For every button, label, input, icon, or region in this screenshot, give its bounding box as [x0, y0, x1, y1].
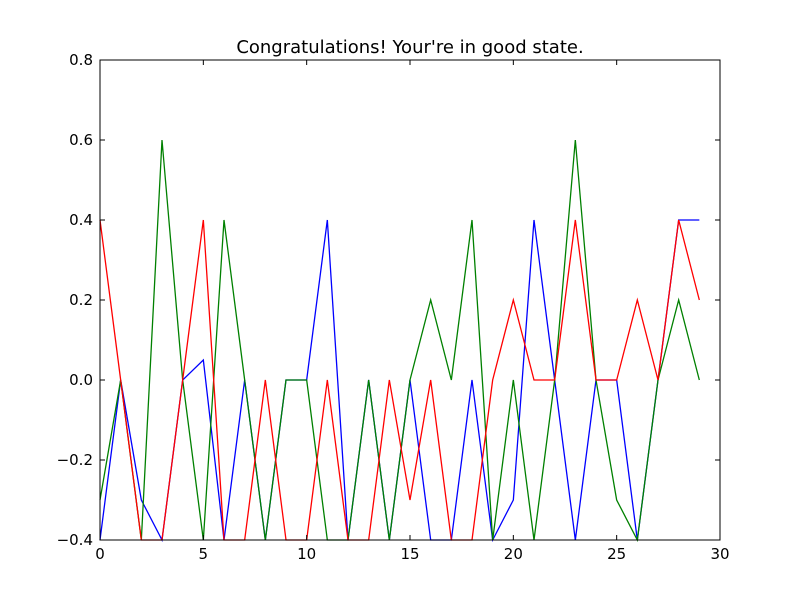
- x-axis: 0 5 10 15 20 25 30: [95, 60, 730, 563]
- x-tick-label: 20: [504, 545, 523, 563]
- y-tick-label: −0.4: [57, 531, 93, 549]
- chart-title: Congratulations! Your're in good state.: [236, 37, 583, 58]
- y-tick-label: −0.2: [57, 451, 93, 469]
- x-tick-label: 10: [297, 545, 316, 563]
- series-line-3: [99, 219, 700, 541]
- x-tick-label: 15: [400, 545, 419, 563]
- x-tick-label: 5: [199, 545, 209, 563]
- y-tick-label: 0.4: [69, 211, 93, 229]
- y-tick-label: 0.0: [69, 371, 93, 389]
- y-tick-label: 0.6: [69, 131, 93, 149]
- y-tick-label: 0.2: [69, 291, 93, 309]
- x-tick-label: 25: [607, 545, 626, 563]
- x-tick-label: 0: [95, 545, 105, 563]
- y-tick-label: 0.8: [69, 51, 93, 69]
- x-tick-label: 30: [710, 545, 729, 563]
- series-layer: [99, 139, 700, 543]
- y-axis: −0.4 −0.2 0.0 0.2 0.4 0.6 0.8: [57, 51, 720, 549]
- series-line-2: [99, 139, 700, 543]
